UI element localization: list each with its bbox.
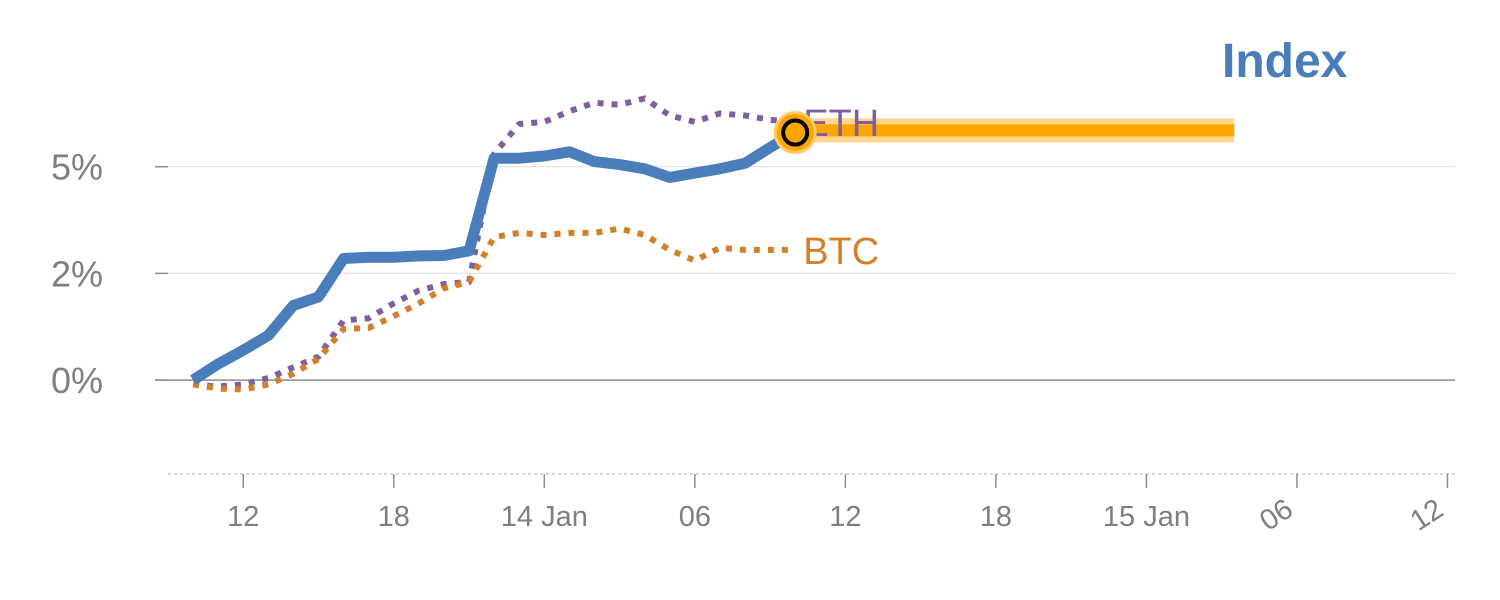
x-tick-label: 12 xyxy=(829,501,861,533)
y-tick-label: 2% xyxy=(51,253,103,294)
x-tick-label: 15 Jan xyxy=(1103,501,1190,533)
x-tick-label: 18 xyxy=(980,501,1012,533)
end-marker-halo xyxy=(773,111,817,155)
series-label-btc: BTC xyxy=(803,231,879,273)
x-tick-label: 18 xyxy=(378,501,410,533)
series-line-index xyxy=(190,127,799,385)
y-tick-label: 5% xyxy=(51,147,103,188)
x-tick-label: 12 xyxy=(227,501,259,533)
x-tick-label: 14 Jan xyxy=(501,501,588,533)
y-tick-label: 0% xyxy=(51,360,103,401)
chart-title: Index xyxy=(1222,35,1348,88)
series-line-btc xyxy=(192,225,796,393)
x-tick-label: 12 xyxy=(1405,493,1449,537)
end-marker xyxy=(781,118,810,147)
x-tick-label: 06 xyxy=(679,501,711,533)
x-tick-label: 06 xyxy=(1254,493,1298,537)
